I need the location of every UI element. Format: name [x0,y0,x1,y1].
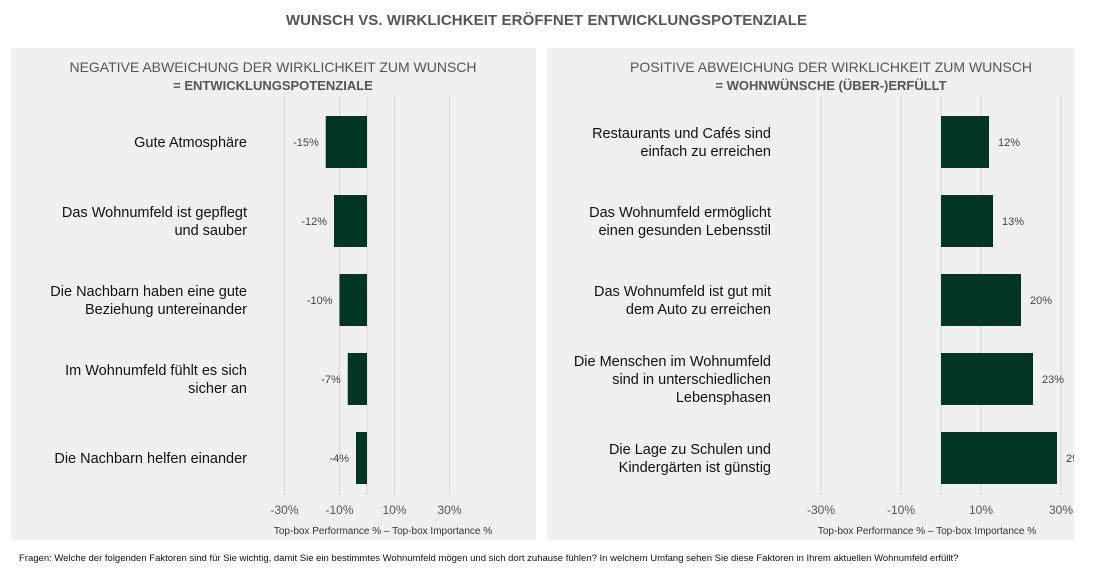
pos-category-label: Die Menschen im Wohnumfeld [574,354,771,370]
neg-tick-label: -30% [270,503,298,517]
pos-value-label: 13% [1002,216,1024,228]
pos-tick-label: 30% [1049,503,1073,517]
neg-category-label: Beziehung untereinander [85,302,247,318]
pos-value-label: 29% [1066,453,1074,465]
pos-tick-label: 10% [969,503,993,517]
neg-category-label: Die Nachbarn haben eine gute [50,284,247,300]
neg-value-label: -10% [307,295,333,307]
page-title: WUNSCH VS. WIRKLICHKEIT ERÖFFNET ENTWICK… [285,12,808,29]
chart-panel-positive: POSITIVE ABWEICHUNG DER WIRKLICHKEIT ZUM… [547,48,1074,540]
pos-chart-title: POSITIVE ABWEICHUNG DER WIRKLICHKEIT ZUM… [630,59,1032,75]
pos-category-label: dem Auto zu erreichen [626,302,771,318]
pos-tick-label: -10% [887,503,915,517]
pos-tick-label: -30% [807,503,835,517]
chart-positive: POSITIVE ABWEICHUNG DER WIRKLICHKEIT ZUM… [574,59,1074,537]
pos-category-label: Die Lage zu Schulen und [609,442,771,458]
neg-tick-label: 30% [437,503,461,517]
pos-bar [941,274,1021,326]
pos-category-label: einen gesunden Lebensstil [598,223,771,239]
neg-chart-subtitle: = ENTWICKLUNGSPOTENZIALE [173,78,373,93]
pos-axis-label: Top-box Performance % – Top-box Importan… [818,526,1036,537]
neg-value-label: -15% [293,137,319,149]
pos-category-label: Lebensphasen [676,390,771,406]
pos-bar [941,116,989,168]
pos-category-label: Das Wohnumfeld ermöglicht [589,205,771,221]
neg-tick-label: -10% [325,503,353,517]
neg-value-label: -12% [301,216,327,228]
neg-bar [339,274,367,326]
neg-bar [347,353,367,405]
pos-category-label: sind in unterschiedlichen [612,372,771,388]
pos-value-label: 23% [1042,374,1064,386]
pos-category-label: Das Wohnumfeld ist gut mit [594,284,771,300]
neg-bar [334,195,367,247]
neg-category-label: Gute Atmosphäre [134,135,247,151]
pos-bar [941,353,1033,405]
neg-value-label: -4% [329,453,349,465]
neg-axis-label: Top-box Performance % – Top-box Importan… [274,526,492,537]
pos-chart-subtitle: = WOHNWÜNSCHE (ÜBER-)ERFÜLLT [715,78,946,93]
neg-category-label: sicher an [188,381,247,397]
pos-category-label: Restaurants und Cafés sind [592,126,771,142]
neg-category-label: Im Wohnumfeld fühlt es sich [65,363,247,379]
neg-chart-title: NEGATIVE ABWEICHUNG DER WIRKLICHKEIT ZUM… [69,59,476,75]
chart-panel-negative: NEGATIVE ABWEICHUNG DER WIRKLICHKEIT ZUM… [11,48,536,540]
neg-category-label: Das Wohnumfeld ist gepflegt [62,205,247,221]
neg-tick-label: 10% [382,503,406,517]
pos-category-label: Kindergärten ist günstig [619,460,771,476]
neg-bar [325,116,367,168]
pos-bar [941,432,1057,484]
neg-value-label: -7% [321,374,341,386]
pos-category-label: einfach zu erreichen [640,144,771,160]
pos-bar [941,195,993,247]
neg-category-label: und sauber [174,223,247,239]
neg-bar [356,432,367,484]
chart-negative: NEGATIVE ABWEICHUNG DER WIRKLICHKEIT ZUM… [50,59,492,537]
pos-value-label: 20% [1030,295,1052,307]
neg-category-label: Die Nachbarn helfen einander [54,451,247,467]
footnote: Fragen: Welche der folgenden Faktoren si… [19,553,959,564]
pos-value-label: 12% [998,137,1020,149]
